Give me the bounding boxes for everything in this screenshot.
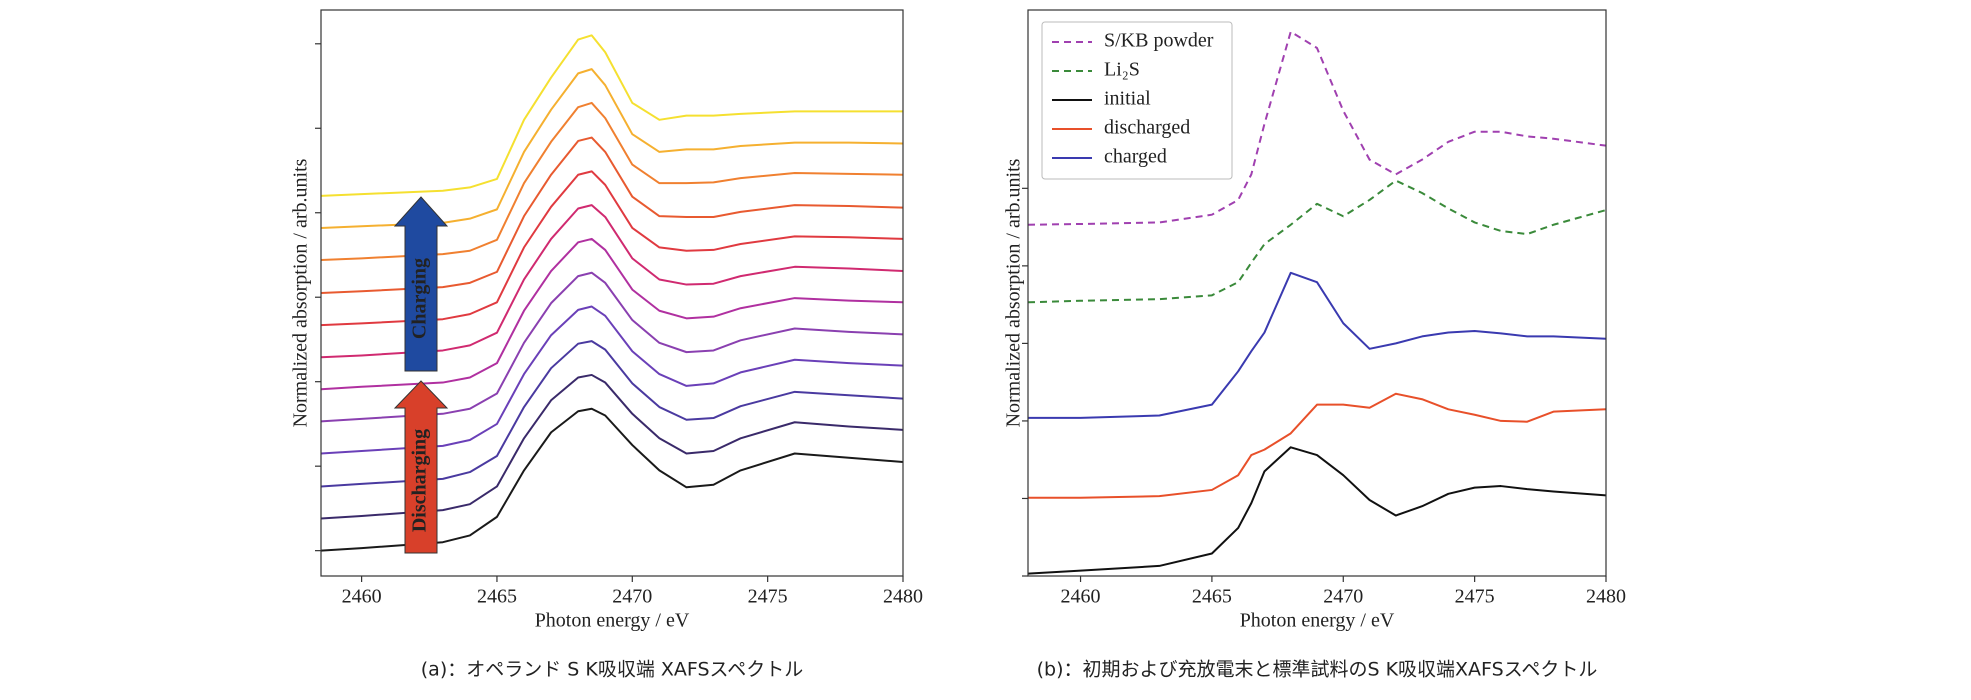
- arrow-label: Discharging: [409, 429, 431, 532]
- x-tick-label: 2460: [1061, 586, 1101, 608]
- arrow: [393, 196, 449, 372]
- legend-label: S/KB powder: [1104, 30, 1214, 52]
- plot-lines: [321, 34, 903, 552]
- legend-box: [1041, 21, 1233, 180]
- legend-label: discharged: [1104, 117, 1190, 139]
- spectrum-line: [321, 204, 903, 359]
- x-axis-label: Photon energy / eV: [1240, 610, 1395, 632]
- spectrum-line: [321, 373, 903, 520]
- arrow-label: Charging: [409, 258, 431, 339]
- spectrum-line: [1028, 30, 1606, 226]
- spectrum-line: [321, 271, 903, 423]
- spectrum-line: [1028, 271, 1606, 419]
- plot-frame: [320, 9, 904, 577]
- legend-label: charged: [1104, 146, 1167, 168]
- spectrum-line: [1028, 446, 1606, 575]
- spectrum-line: [1028, 392, 1606, 499]
- legend-label: Li₂S: [1104, 59, 1140, 81]
- spectrum-line: [321, 101, 903, 262]
- legend-label: initial: [1104, 88, 1151, 110]
- x-tick-label: 2480: [1586, 586, 1626, 608]
- plot-lines: [1028, 30, 1606, 575]
- spectrum-line: [321, 170, 903, 327]
- x-axis-label: Photon energy / eV: [535, 610, 690, 632]
- arrow: [393, 380, 449, 554]
- x-tick-label: 2475: [748, 586, 788, 608]
- x-tick-label: 2460: [342, 586, 382, 608]
- y-axis-label: Normalized absorption / arb.units: [1003, 158, 1025, 427]
- x-tick-label: 2470: [1323, 586, 1363, 608]
- spectrum-line: [321, 136, 903, 294]
- plot-frame: [1027, 9, 1607, 577]
- caption: (a)：オペランド S K吸収端 XAFSスペクトル: [421, 659, 803, 681]
- spectrum-line: [321, 305, 903, 455]
- x-tick-label: 2480: [883, 586, 923, 608]
- y-axis-label: Normalized absorption / arb.units: [290, 158, 312, 427]
- spectrum-line: [321, 34, 903, 197]
- spectrum-line: [321, 68, 903, 229]
- x-tick-label: 2465: [1192, 586, 1232, 608]
- x-tick-label: 2470: [612, 586, 652, 608]
- x-tick-label: 2475: [1455, 586, 1495, 608]
- spectrum-line: [321, 407, 903, 552]
- caption: (b)：初期および充放電末と標準試料のS K吸収端XAFSスペクトル: [1037, 659, 1598, 681]
- spectrum-line: [321, 340, 903, 488]
- spectrum-line: [1028, 179, 1606, 304]
- spectrum-line: [321, 237, 903, 391]
- x-tick-label: 2465: [477, 586, 517, 608]
